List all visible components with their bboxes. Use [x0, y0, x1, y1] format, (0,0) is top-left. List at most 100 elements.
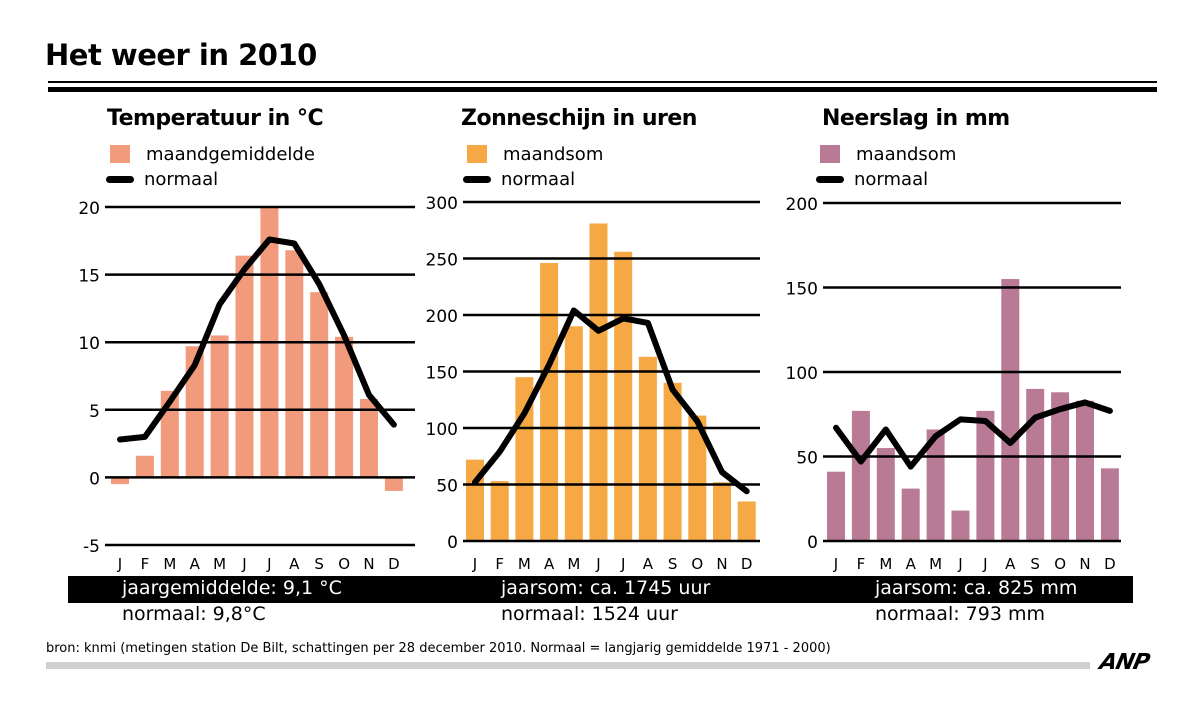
legend-item-line-precipitation: normaal — [816, 167, 929, 191]
bar-precipitation-7 — [1001, 279, 1020, 541]
line-normal-temperature — [117, 236, 397, 443]
bar-sunshine-8 — [663, 382, 682, 541]
legend-label: normaal — [501, 168, 576, 190]
ytick-label-sunshine: 250 — [426, 251, 458, 271]
month-label-precipitation: O — [1054, 555, 1066, 573]
summary-temperature-actual: jaargemiddelde: 9,1 °C — [122, 577, 342, 599]
bar-sunshine-4 — [564, 326, 583, 541]
ytick-label-temperature: 15 — [78, 267, 100, 287]
legend-item-line-sunshine: normaal — [463, 167, 576, 191]
month-label-precipitation: M — [929, 555, 942, 573]
month-label-precipitation: S — [1030, 555, 1040, 573]
summary-band — [68, 576, 1133, 603]
source-note: bron: knmi (metingen station De Bilt, sc… — [46, 641, 831, 656]
bar-sunshine-11 — [737, 501, 756, 541]
month-label-sunshine: J — [620, 555, 625, 573]
month-label-precipitation: F — [857, 555, 866, 573]
ytick-label-sunshine: 300 — [426, 194, 458, 214]
month-label-sunshine: A — [544, 555, 555, 573]
bar-temperature-5 — [235, 255, 254, 478]
legend-swatch-bar-icon — [110, 145, 130, 163]
chart-title-precipitation: Neerslag in mm — [822, 106, 1010, 131]
month-label-sunshine: F — [495, 555, 504, 573]
month-label-precipitation: N — [1079, 555, 1090, 573]
legend-label: normaal — [854, 168, 929, 190]
legend-swatch-line-icon — [816, 175, 844, 183]
month-label-temperature: J — [241, 555, 246, 573]
legend-item-bar-precipitation: maandsom — [820, 142, 956, 166]
bar-temperature-4 — [210, 335, 229, 478]
summary-sunshine-actual: jaarsom: ca. 1745 uur — [501, 577, 711, 599]
bar-precipitation-0 — [827, 471, 845, 541]
month-label-precipitation: J — [957, 555, 962, 573]
bar-precipitation-1 — [851, 410, 870, 541]
legend-swatch-line-icon — [106, 175, 134, 183]
legend-label: maandsom — [503, 143, 604, 165]
bar-temperature-11 — [384, 477, 403, 491]
bar-sunshine-5 — [589, 223, 608, 541]
month-label-temperature: F — [141, 555, 150, 573]
chart-title-temperature: Temperatuur in °C — [107, 106, 324, 131]
legend-item-line-temperature: normaal — [106, 167, 218, 191]
ytick-label-sunshine: 200 — [426, 307, 458, 327]
bar-temperature-1 — [135, 455, 154, 478]
month-label-sunshine: M — [567, 555, 580, 573]
month-label-precipitation: J — [982, 555, 987, 573]
legend-swatch-bar-icon — [820, 145, 840, 163]
month-label-temperature: J — [266, 555, 271, 573]
ytick-label-temperature: 20 — [78, 199, 100, 219]
legend-swatch-bar-icon — [467, 145, 487, 163]
bar-precipitation-11 — [1100, 468, 1119, 541]
month-label-sunshine: J — [595, 555, 600, 573]
ytick-label-sunshine: 100 — [426, 420, 458, 440]
ytick-label-temperature: 0 — [89, 469, 100, 489]
month-label-temperature: N — [363, 555, 374, 573]
ytick-label-precipitation: 200 — [786, 195, 818, 215]
month-label-sunshine: J — [472, 555, 477, 573]
legend-item-bar-sunshine: maandsom — [467, 142, 603, 166]
bar-temperature-9 — [335, 336, 354, 478]
bar-precipitation-10 — [1076, 400, 1094, 541]
ytick-label-precipitation: 50 — [796, 449, 818, 469]
ytick-label-precipitation: 0 — [807, 533, 818, 553]
bar-precipitation-9 — [1051, 392, 1070, 541]
legend-swatch-line-icon — [463, 175, 491, 183]
month-label-temperature: S — [314, 555, 324, 573]
header-rule-thin — [48, 81, 1157, 83]
bar-precipitation-8 — [1026, 388, 1045, 541]
ytick-label-temperature: 5 — [89, 402, 100, 422]
legend-label: maandsom — [856, 143, 957, 165]
bar-precipitation-5 — [951, 510, 970, 541]
month-label-precipitation: D — [1104, 555, 1116, 573]
summary-precipitation-actual: jaarsom: ca. 825 mm — [875, 577, 1078, 599]
bar-temperature-0 — [111, 477, 129, 485]
bar-temperature-8 — [310, 292, 329, 478]
month-label-sunshine: D — [741, 555, 753, 573]
chart-title-sunshine: Zonneschijn in uren — [461, 106, 697, 131]
month-label-sunshine: N — [716, 555, 727, 573]
bar-precipitation-6 — [976, 410, 995, 541]
ytick-label-sunshine: 50 — [436, 477, 458, 497]
line-normal-sunshine — [472, 307, 750, 495]
month-label-precipitation: M — [879, 555, 892, 573]
bar-precipitation-2 — [876, 448, 895, 541]
ytick-label-temperature: -5 — [83, 537, 100, 557]
month-label-temperature: J — [117, 555, 122, 573]
page-title: Het weer in 2010 — [45, 38, 317, 72]
bar-sunshine-9 — [688, 415, 707, 541]
bar-sunshine-7 — [638, 356, 657, 541]
legend-item-bar-temperature: maandgemiddelde — [110, 142, 315, 166]
ytick-label-precipitation: 100 — [786, 364, 818, 384]
header-rule-thick — [48, 87, 1157, 92]
month-label-temperature: M — [213, 555, 226, 573]
bar-sunshine-10 — [713, 482, 731, 541]
month-label-temperature: M — [163, 555, 176, 573]
month-label-temperature: A — [190, 555, 201, 573]
month-label-sunshine: O — [691, 555, 703, 573]
ytick-label-sunshine: 0 — [447, 533, 458, 553]
month-label-precipitation: J — [833, 555, 838, 573]
month-label-sunshine: M — [518, 555, 531, 573]
bar-sunshine-1 — [490, 481, 509, 541]
summary-temperature-normal: normaal: 9,8°C — [122, 603, 266, 625]
